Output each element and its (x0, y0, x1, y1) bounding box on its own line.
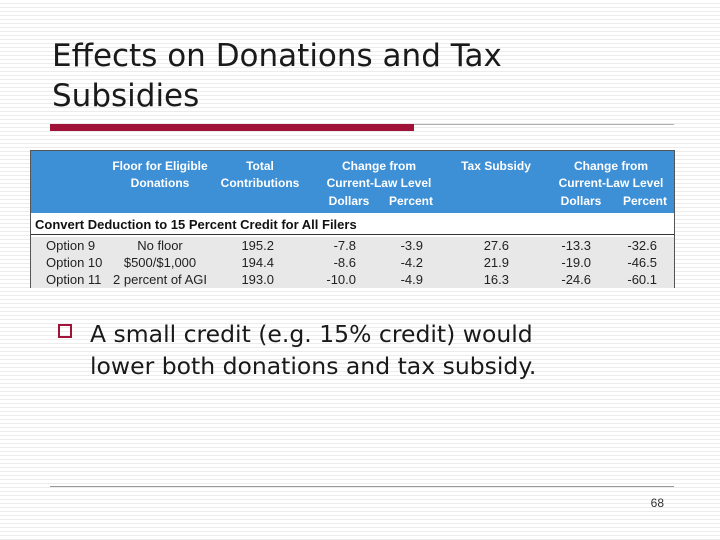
cell-dollars-2: -19.0 (561, 255, 591, 270)
cell-subsidy: 21.9 (483, 255, 509, 270)
bullet-point: A small credit (e.g. 15% credit) would l… (58, 318, 678, 382)
cell-dollars-1: -8.6 (333, 255, 356, 270)
cell-percent-2: -46.5 (627, 255, 657, 270)
bullet-text-line-2: lower both donations and tax subsidy. (90, 352, 537, 380)
cell-dollars-2: -13.3 (561, 238, 591, 253)
cell-dollars-1: -10.0 (326, 272, 356, 287)
header-floor: Floor for Eligible Donations (105, 158, 215, 192)
cell-floor: $500/$1,000 (123, 255, 197, 270)
header-total: Total Contributions (216, 158, 304, 192)
cell-total: 193.0 (241, 272, 274, 287)
header-floor-line-2: Donations (130, 176, 190, 190)
table-row: Option 9 No floor 195.2 -7.8 -3.9 27.6 -… (31, 237, 674, 254)
header-change-contrib-line-2: Current-Law Level (326, 176, 432, 190)
cell-option: Option 9 (46, 238, 96, 253)
header-change-contrib-line-1: Change from (341, 159, 416, 173)
cell-option: Option 11 (46, 272, 102, 287)
cell-percent-1: -4.2 (400, 255, 423, 270)
results-table: Floor for Eligible Donations Total Contr… (30, 150, 675, 288)
cell-subsidy: 27.6 (483, 238, 509, 253)
slide-title-line-2: Subsidies (52, 78, 200, 114)
header-change-contrib: Change from Current-Law Level (319, 158, 439, 192)
header-dollars-2: Dollars (560, 194, 602, 208)
table-row: Option 11 2 percent of AGI 193.0 -10.0 -… (31, 271, 674, 288)
cell-total: 194.4 (241, 255, 274, 270)
header-percent-1: Percent (388, 194, 434, 208)
cell-percent-1: -3.9 (400, 238, 423, 253)
title-divider-accent (50, 124, 414, 131)
header-change-subsidy-line-2: Current-Law Level (558, 176, 664, 190)
cell-percent-2: -32.6 (627, 238, 657, 253)
table-header: Floor for Eligible Donations Total Contr… (31, 151, 674, 213)
cell-percent-1: -4.9 (400, 272, 423, 287)
header-total-line-1: Total (246, 159, 274, 173)
cell-total: 195.2 (241, 238, 274, 253)
header-dollars-1: Dollars (328, 194, 370, 208)
bullet-text-line-1: A small credit (e.g. 15% credit) would (90, 320, 533, 348)
slide-title: Effects on Donations and Tax Subsidies (52, 36, 672, 116)
cell-subsidy: 16.3 (483, 272, 509, 287)
slide-title-line-1: Effects on Donations and Tax (52, 38, 502, 74)
table-section-label: Convert Deduction to 15 Percent Credit f… (31, 215, 674, 235)
header-change-subsidy: Change from Current-Law Level (551, 158, 671, 192)
page-number: 68 (650, 496, 664, 510)
header-percent-2: Percent (622, 194, 668, 208)
footer-divider (50, 486, 674, 487)
cell-floor: No floor (137, 238, 183, 253)
cell-percent-2: -60.1 (627, 272, 657, 287)
header-floor-line-1: Floor for Eligible (112, 159, 208, 173)
cell-floor: 2 percent of AGI (113, 272, 207, 287)
square-bullet-icon (58, 324, 72, 338)
header-change-subsidy-line-1: Change from (573, 159, 648, 173)
header-tax-subsidy: Tax Subsidy (461, 159, 531, 173)
cell-option: Option 10 (46, 255, 103, 270)
header-total-line-2: Contributions (220, 176, 300, 190)
table-row: Option 10 $500/$1,000 194.4 -8.6 -4.2 21… (31, 254, 674, 271)
cell-dollars-2: -24.6 (561, 272, 591, 287)
cell-dollars-1: -7.8 (333, 238, 356, 253)
